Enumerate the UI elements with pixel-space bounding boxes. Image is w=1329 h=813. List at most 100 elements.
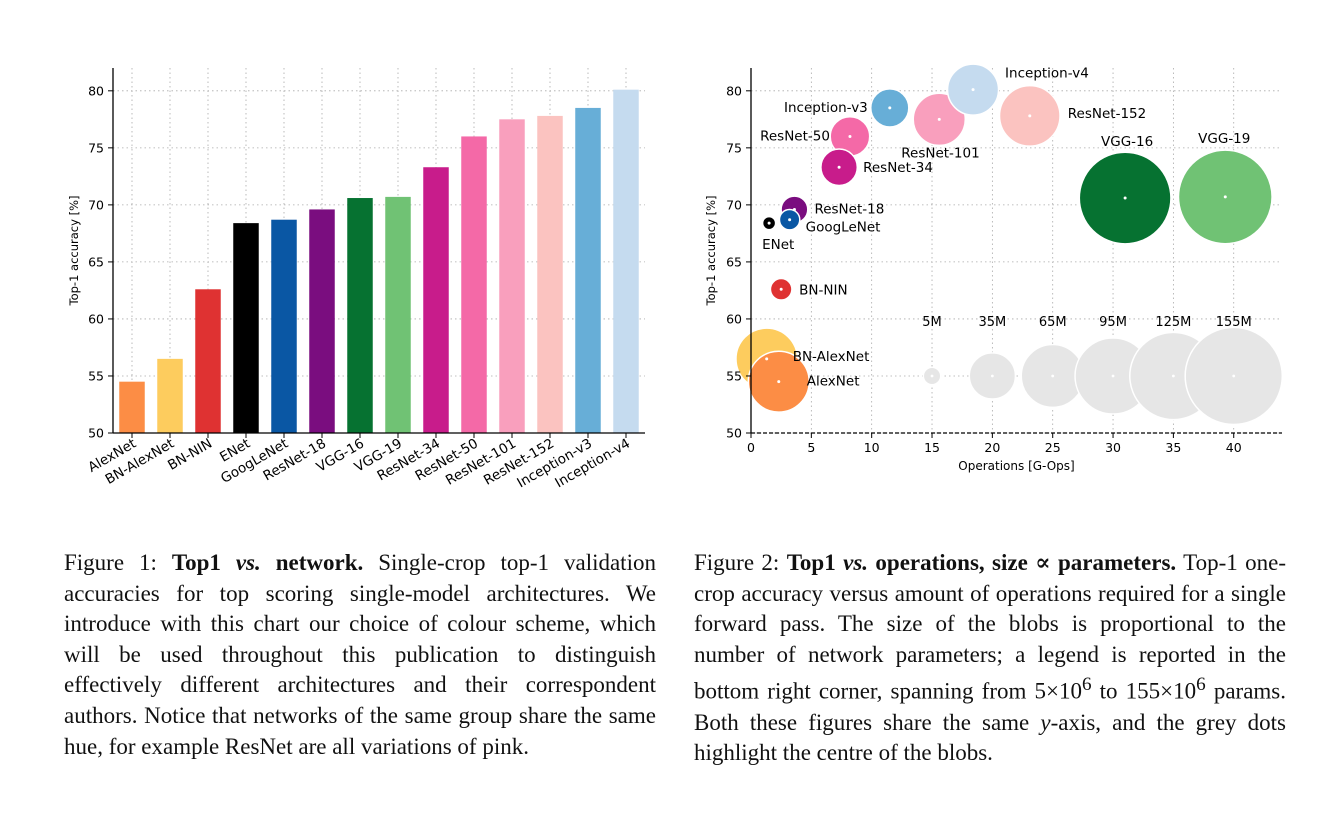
- caption2-body-b: to 155×10: [1091, 679, 1197, 705]
- y-tick-label: 50: [88, 426, 104, 441]
- caption2-body-a: Top-1 one-crop accuracy versus amount of…: [694, 550, 1286, 705]
- caption2-prefix: Figure 2:: [694, 550, 787, 575]
- blob-center-dot: [792, 207, 796, 211]
- bar-resnet-50: [461, 136, 487, 433]
- caption1-title-end: network.: [260, 550, 364, 575]
- y-axis-label: Top-1 accuracy [%]: [704, 196, 718, 307]
- caption2-exp2: 6: [1196, 674, 1206, 696]
- caption2-title-end: operations, size ∝ parameters.: [868, 550, 1177, 575]
- x-tick-label: 20: [984, 440, 1000, 455]
- x-tick-label: 30: [1105, 440, 1121, 455]
- y-tick-label: 55: [88, 368, 104, 383]
- blob-label-resnet-101: ResNet-101: [901, 145, 979, 161]
- blob-label-vgg-19: VGG-19: [1198, 131, 1250, 147]
- blob-center-dot: [1123, 196, 1127, 200]
- figure2-caption: Figure 2: Top1 vs. operations, size ∝ pa…: [694, 548, 1286, 769]
- size-legend-label-5m: 5M: [922, 315, 942, 330]
- y-tick-label: 60: [88, 311, 104, 326]
- blob-label-resnet-18: ResNet-18: [814, 201, 884, 217]
- figure2-bubble-chart: 5M 35M 65M 95M 125M 155M AlexNet BN-AlexNet BN-N…: [704, 63, 1284, 473]
- blob-label-googlenet: GoogLeNet: [806, 220, 881, 236]
- blob-label-bn-alexnet: BN-AlexNet: [793, 349, 870, 365]
- x-tick-label: BN-NIN: [165, 436, 215, 474]
- y-tick-label: 75: [88, 140, 104, 155]
- blob-center-dot: [788, 218, 792, 222]
- y-tick-label: 80: [88, 83, 104, 98]
- size-legend-label-155m: 155M: [1216, 315, 1252, 330]
- caption1-vs: vs.: [235, 550, 261, 575]
- blob-center-dot: [848, 134, 852, 138]
- bar-enet: [233, 223, 259, 433]
- blob-center-dot: [765, 357, 769, 361]
- bar-vgg-19: [385, 196, 411, 433]
- bar-resnet-18: [309, 209, 335, 433]
- caption1-prefix: Figure 1:: [64, 550, 172, 575]
- figure1-caption: Figure 1: Top1 vs. network. Single-crop …: [64, 548, 656, 762]
- x-tick-label: 10: [864, 440, 880, 455]
- blob-center-dot: [971, 88, 975, 92]
- x-tick-label: 25: [1045, 440, 1061, 455]
- caption2-body-c: params. Both these figures share the sam…: [694, 679, 1286, 735]
- blob-center-dot: [837, 165, 841, 169]
- blob-center-dot: [777, 380, 781, 384]
- size-legend-center-dot: [1111, 374, 1115, 378]
- blob-label-bn-nin: BN-NIN: [799, 282, 847, 298]
- y-tick-label: 60: [726, 311, 742, 326]
- size-legend-label-35m: 35M: [978, 315, 1006, 330]
- x-tick-label: 0: [747, 440, 755, 455]
- y-tick-label: 75: [726, 140, 742, 155]
- x-tick-label: 5: [807, 440, 815, 455]
- blob-center-dot: [1223, 195, 1227, 199]
- bar-resnet-152: [537, 115, 563, 433]
- blob-label-resnet-50: ResNet-50: [760, 128, 830, 144]
- blob-label-resnet-34: ResNet-34: [863, 160, 933, 176]
- bar-bn-nin: [195, 289, 221, 433]
- caption1-body: Single-crop top-1 validation accuracies …: [64, 550, 656, 759]
- caption2-exp1: 6: [1081, 674, 1092, 696]
- caption2-vs: vs.: [843, 550, 869, 575]
- caption2-title: Top1: [786, 550, 844, 575]
- y-tick-label: 70: [88, 197, 104, 212]
- size-legend-label-65m: 65M: [1039, 315, 1067, 330]
- x-tick-label: 40: [1226, 440, 1242, 455]
- size-legend-center-dot: [1171, 374, 1175, 378]
- bar-inception-v3: [575, 107, 601, 433]
- x-axis-label: Operations [G-Ops]: [958, 459, 1074, 473]
- size-legend-center-dot: [1051, 374, 1055, 378]
- y-axis-label: Top-1 accuracy [%]: [67, 196, 81, 307]
- y-tick-label: 65: [726, 254, 742, 269]
- caption1-title: Top1: [171, 550, 236, 575]
- size-legend-label-125m: 125M: [1155, 315, 1191, 330]
- blob-center-dot: [779, 287, 783, 291]
- bar-vgg-16: [347, 198, 373, 433]
- y-tick-label: 80: [726, 83, 742, 98]
- blob-label-resnet-152: ResNet-152: [1068, 106, 1146, 122]
- blob-label-alexnet: AlexNet: [807, 374, 860, 390]
- size-legend-label-95m: 95M: [1099, 315, 1127, 330]
- blob-center-dot: [1028, 114, 1032, 118]
- y-tick-label: 65: [88, 254, 104, 269]
- bar-bn-alexnet: [157, 358, 183, 433]
- y-tick-label: 70: [726, 197, 742, 212]
- y-tick-label: 55: [726, 368, 742, 383]
- blob-label-vgg-16: VGG-16: [1101, 134, 1153, 150]
- bar-inception-v4: [613, 89, 639, 433]
- x-tick-label: 35: [1165, 440, 1181, 455]
- caption2-y-italic: y: [1040, 709, 1051, 735]
- blob-label-enet: ENet: [762, 237, 794, 253]
- y-tick-label: 50: [726, 426, 742, 441]
- bar-resnet-101: [499, 119, 525, 433]
- caption2-body-d: -axis, and the grey dots highlight the c…: [694, 709, 1286, 766]
- size-legend-center-dot: [990, 374, 994, 378]
- bar-resnet-34: [423, 167, 449, 433]
- size-legend-center-dot: [1232, 374, 1236, 378]
- blob-label-inception-v3: Inception-v3: [784, 100, 868, 116]
- blob-label-inception-v4: Inception-v4: [1005, 66, 1089, 82]
- bar-alexnet: [119, 381, 145, 433]
- blob-center-dot: [888, 106, 892, 110]
- size-legend-center-dot: [930, 374, 934, 378]
- blob-center-dot: [767, 221, 771, 225]
- blob-center-dot: [937, 117, 941, 121]
- bar-googlenet: [271, 219, 297, 433]
